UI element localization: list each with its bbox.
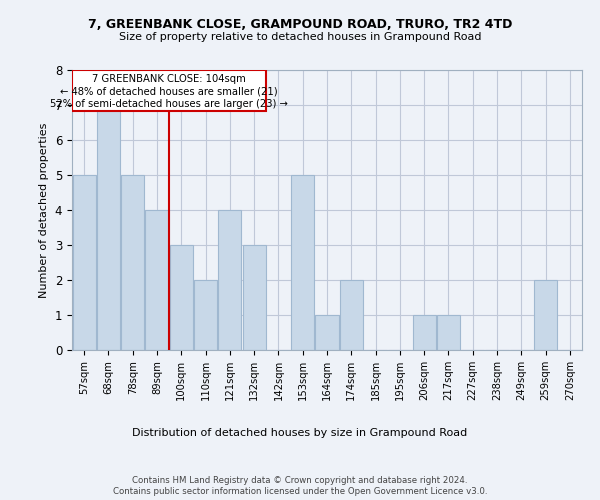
Text: 7, GREENBANK CLOSE, GRAMPOUND ROAD, TRURO, TR2 4TD: 7, GREENBANK CLOSE, GRAMPOUND ROAD, TRUR…: [88, 18, 512, 30]
Bar: [73, 175, 95, 350]
Bar: [242, 245, 266, 350]
Bar: [534, 280, 557, 350]
Bar: [170, 245, 193, 350]
Bar: [97, 105, 120, 350]
Bar: [340, 280, 363, 350]
Bar: [218, 210, 241, 350]
Text: 52% of semi-detached houses are larger (23) →: 52% of semi-detached houses are larger (…: [50, 99, 288, 109]
Text: Contains public sector information licensed under the Open Government Licence v3: Contains public sector information licen…: [113, 487, 487, 496]
Text: Contains HM Land Registry data © Crown copyright and database right 2024.: Contains HM Land Registry data © Crown c…: [132, 476, 468, 485]
Bar: [291, 175, 314, 350]
Bar: [437, 315, 460, 350]
Bar: [121, 175, 144, 350]
Bar: [413, 315, 436, 350]
Bar: [316, 315, 338, 350]
Text: 7 GREENBANK CLOSE: 104sqm: 7 GREENBANK CLOSE: 104sqm: [92, 74, 246, 84]
Text: Size of property relative to detached houses in Grampound Road: Size of property relative to detached ho…: [119, 32, 481, 42]
FancyBboxPatch shape: [73, 70, 266, 112]
Text: ← 48% of detached houses are smaller (21): ← 48% of detached houses are smaller (21…: [61, 86, 278, 97]
Bar: [145, 210, 169, 350]
Y-axis label: Number of detached properties: Number of detached properties: [39, 122, 49, 298]
Text: Distribution of detached houses by size in Grampound Road: Distribution of detached houses by size …: [133, 428, 467, 438]
Bar: [194, 280, 217, 350]
